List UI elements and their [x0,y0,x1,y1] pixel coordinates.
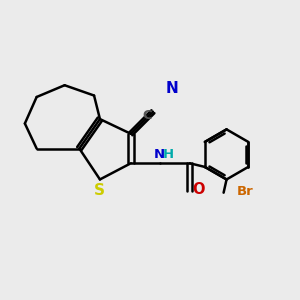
Text: C: C [143,109,152,122]
Text: S: S [94,183,105,198]
Text: N: N [153,148,164,161]
Text: O: O [192,182,205,197]
Text: Br: Br [237,185,253,198]
Text: N: N [166,81,178,96]
Text: H: H [163,148,174,161]
